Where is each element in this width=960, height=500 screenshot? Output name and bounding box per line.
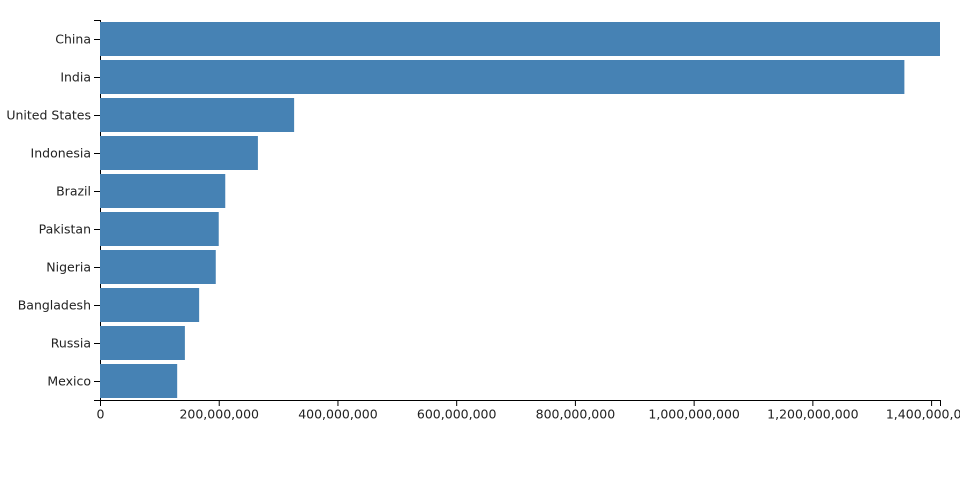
bar <box>100 174 226 208</box>
y-tick-label: Nigeria <box>46 260 91 275</box>
y-axis <box>94 20 101 401</box>
y-tick-label: Indonesia <box>31 146 91 161</box>
bar <box>100 60 905 94</box>
y-tick-label: Brazil <box>56 184 91 199</box>
bar <box>100 98 295 132</box>
x-axis <box>100 400 941 406</box>
x-tick-label: 800,000,000 <box>536 407 616 422</box>
bar <box>100 22 940 56</box>
x-tick-label: 600,000,000 <box>417 407 497 422</box>
x-tick-label: 200,000,000 <box>179 407 259 422</box>
y-tick-label: Mexico <box>47 374 91 389</box>
x-tick-label: 400,000,000 <box>298 407 378 422</box>
x-tick-label: 0 <box>97 407 105 422</box>
y-tick-label: Russia <box>51 336 91 351</box>
bar <box>100 364 178 398</box>
y-tick-label: United States <box>6 108 91 123</box>
y-tick-label: Pakistan <box>39 222 91 237</box>
bar <box>100 250 216 284</box>
bar <box>100 326 185 360</box>
y-tick-label: Bangladesh <box>18 298 91 313</box>
x-tick-label: 1,000,000,000 <box>648 407 739 422</box>
y-tick-label: India <box>60 70 91 85</box>
bar <box>100 288 200 322</box>
bar <box>100 136 258 170</box>
x-tick-label: 1,200,000,000 <box>767 407 858 422</box>
bar <box>100 212 219 246</box>
x-tick-label: 1,400,000,000 <box>886 407 960 422</box>
y-tick-label: China <box>55 32 91 47</box>
